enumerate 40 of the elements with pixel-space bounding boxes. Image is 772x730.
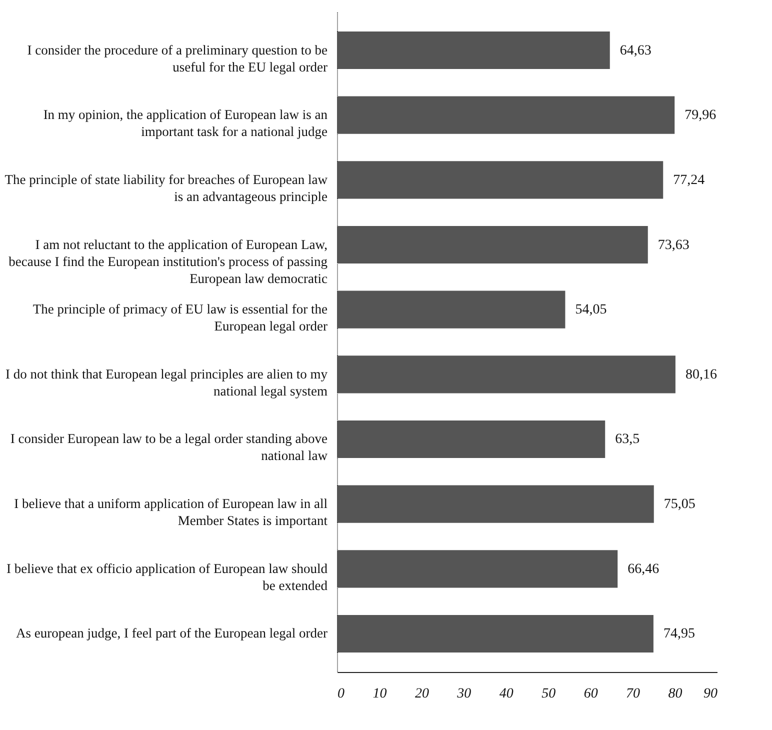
x-tick-label: 40 [499, 686, 514, 702]
y-tick-label: I believe that a uniform application of European law in all Member States is important [14, 496, 328, 528]
bar [337, 356, 676, 394]
y-tick-label: The principle of state liability for breaches of European law is an advantageous principle [4, 172, 328, 204]
x-tick-label: 0 [338, 686, 344, 702]
bar [337, 485, 654, 523]
bar [337, 420, 606, 458]
bar [337, 161, 664, 199]
data-label: 74,95 [663, 626, 695, 642]
bar [337, 550, 618, 588]
bar [337, 96, 675, 134]
data-label: 64,63 [620, 43, 652, 58]
bar [337, 31, 610, 70]
bar [337, 614, 654, 653]
y-tick-label: I do not think that European legal principles are alien to my national legal system [5, 366, 328, 398]
bar [337, 290, 566, 328]
bar [337, 226, 648, 264]
x-tick-label: 90 [704, 686, 718, 702]
y-tick-label: The principle of primacy of EU law is essential for the European legal order [32, 302, 328, 334]
data-label: 63,5 [615, 432, 640, 448]
data-label: 75,05 [664, 497, 696, 512]
y-tick-label: In my opinion, the application of European law is an important task for a national judge [43, 107, 328, 140]
y-tick-label: I believe that ex officio application of European law should be extended [6, 560, 328, 593]
y-tick-label: As european judge, I feel part of the European legal order [16, 626, 328, 641]
y-tick-label: I am not reluctant to the application of European Law, because I find the European institution's process of passing European law democratic [8, 236, 328, 286]
x-tick-label: 60 [584, 686, 598, 702]
x-tick-label: 80 [668, 686, 682, 702]
x-tick-label: 20 [414, 686, 429, 702]
data-label: 66,46 [628, 562, 660, 577]
data-label: 79,96 [684, 108, 716, 124]
x-tick-label: 10 [372, 686, 387, 702]
y-tick-label: I consider the procedure of a preliminary question to be useful for the EU legal order [27, 42, 328, 74]
data-label: 54,05 [575, 302, 607, 318]
y-tick-label: I consider European law to be a legal order standing above national law [10, 431, 328, 464]
x-tick-label: 70 [626, 686, 640, 702]
data-label: 77,24 [673, 172, 705, 188]
x-tick-label: 30 [456, 686, 472, 702]
x-tick-label: 50 [542, 686, 556, 702]
data-label: 80,16 [685, 367, 717, 382]
data-label: 73,63 [658, 238, 690, 253]
